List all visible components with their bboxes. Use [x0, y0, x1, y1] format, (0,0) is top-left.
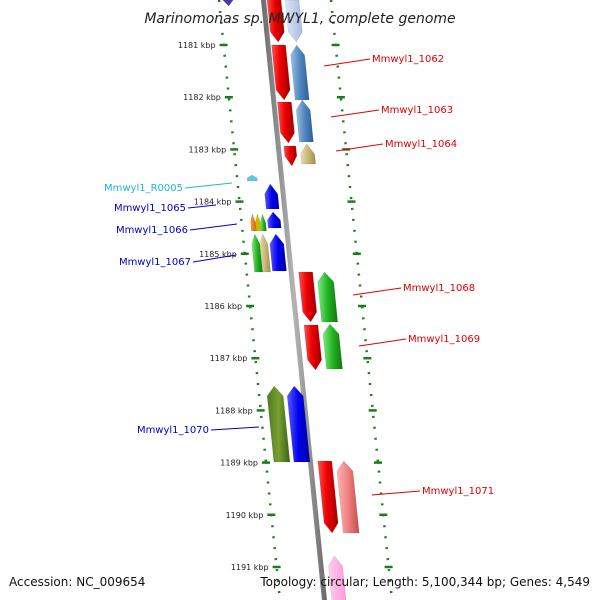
gene-arrow-mmwyl1-1071 [317, 460, 339, 534]
gene-arrow-mmwyl1-1062 [271, 44, 291, 101]
gene-arrow-mmwyl1-1067 [269, 233, 287, 272]
gene-arrow-mmwyl1-1071-b [336, 460, 360, 534]
gene-arrow-mmwyl1-1069 [322, 323, 343, 370]
gene-arrow-mmwyl1-1065 [264, 183, 280, 210]
kbp-tick-label: 1185 kbp [199, 250, 237, 259]
gene-arrow-mmwyl1-1068 [317, 271, 338, 323]
gene-leader-line [210, 426, 260, 431]
gene-label-forward: Mmwyl1_1062 [372, 54, 444, 65]
gene-arrow-fragment [328, 555, 347, 600]
accession-text: Accession: NC_009654 [9, 575, 145, 589]
gene-leader-line [352, 287, 402, 296]
kbp-tick-label: 1190 kbp [226, 511, 264, 520]
gene-label-reverse: Mmwyl1_R0005 [104, 183, 183, 194]
gene-leader-line [189, 223, 238, 231]
gene-arrow-fragment [266, 0, 285, 43]
gene-leader-line [358, 338, 407, 347]
gene-arrow-fragment [222, 0, 234, 7]
gene-leader-line [192, 254, 237, 263]
kbp-tick-label: 1184 kbp [194, 198, 232, 207]
gene-features [222, 0, 360, 600]
kbp-tick-label: 1182 kbp [183, 93, 221, 102]
gene-label-reverse: Mmwyl1_1067 [119, 257, 191, 268]
backbone-band [261, 0, 327, 600]
gene-leader-line [330, 109, 380, 118]
gene-label-forward: Mmwyl1_1063 [381, 105, 453, 116]
gene-arrow-mmwyl1-1070 [266, 385, 291, 463]
right-scale-line [329, 0, 394, 600]
gene-leader-line [323, 58, 371, 67]
kbp-tick-label: 1189 kbp [220, 459, 258, 468]
gene-leader-line [371, 490, 421, 496]
gene-leader-line [187, 204, 217, 209]
gene-arrow-fragment [284, 0, 303, 43]
gene-labels: Mmwyl1_1062 Mmwyl1_1063 Mmwyl1_1064 Mmwyl1_… [104, 54, 494, 497]
kbp-tick-label: 1186 kbp [204, 302, 242, 311]
gene-arrow-mmwyl1-1062 [290, 44, 310, 101]
kbp-tick-label: 1181 kbp [178, 41, 216, 50]
gene-arrow-mmwyl1-1063 [295, 99, 314, 143]
gene-leader-line [335, 143, 384, 152]
gene-arrow-mmwyl1-1063 [277, 101, 295, 144]
gene-label-reverse: Mmwyl1_1065 [114, 203, 186, 214]
gene-arrow-mmwyl1-1070-b [286, 385, 311, 463]
gene-label-forward: Mmwyl1_1064 [385, 139, 457, 150]
map-title: Marinomonas sp. MWYL1, complete genome [144, 11, 455, 27]
gene-label-forward: Mmwyl1_1069 [408, 334, 480, 345]
gene-arrow-mmwyl1-1069 [303, 324, 322, 371]
gene-arrow-mmwyl1-1066-c [260, 213, 267, 232]
kbp-tick-label: 1187 kbp [210, 354, 248, 363]
tick-guides [217, 0, 394, 600]
kbp-tick-label: 1191 kbp [231, 563, 269, 572]
kbp-tick-label: 1183 kbp [188, 145, 226, 154]
gene-leader-line [184, 182, 233, 189]
gene-arrow-mmwyl1-1068 [298, 271, 317, 323]
gene-arrow-mmwyl1-1066-b [255, 213, 262, 232]
gene-label-forward: Mmwyl1_1068 [403, 283, 475, 294]
kbp-tick-label: 1188 kbp [215, 406, 253, 415]
gene-label-reverse: Mmwyl1_1066 [116, 225, 188, 236]
gene-label-forward: Mmwyl1_1071 [422, 486, 494, 497]
gene-label-reverse: Mmwyl1_1070 [137, 425, 209, 436]
gene-arrow-mmwyl1-1067-a [251, 233, 263, 273]
kbp-tick-labels: 1181 kbp 1182 kbp 1183 kbp 1184 kbp 1185 kbp… [178, 41, 393, 572]
gene-arrow-mmwyl1-1067-b [259, 233, 271, 273]
gene-arrow-mmwyl1-1064 [300, 143, 316, 165]
gene-arrow-mmwyl1-1066 [267, 211, 282, 229]
genome-backbone [261, 0, 327, 600]
left-scale-line [217, 0, 282, 600]
gene-arrow-mmwyl1-1066-a [250, 213, 257, 232]
topology-text: Topology: circular; Length: 5,100,344 bp… [259, 575, 590, 589]
gene-arrow-mmwyl1-r0005 [246, 174, 258, 182]
gene-arrow-mmwyl1-1064 [283, 145, 298, 167]
